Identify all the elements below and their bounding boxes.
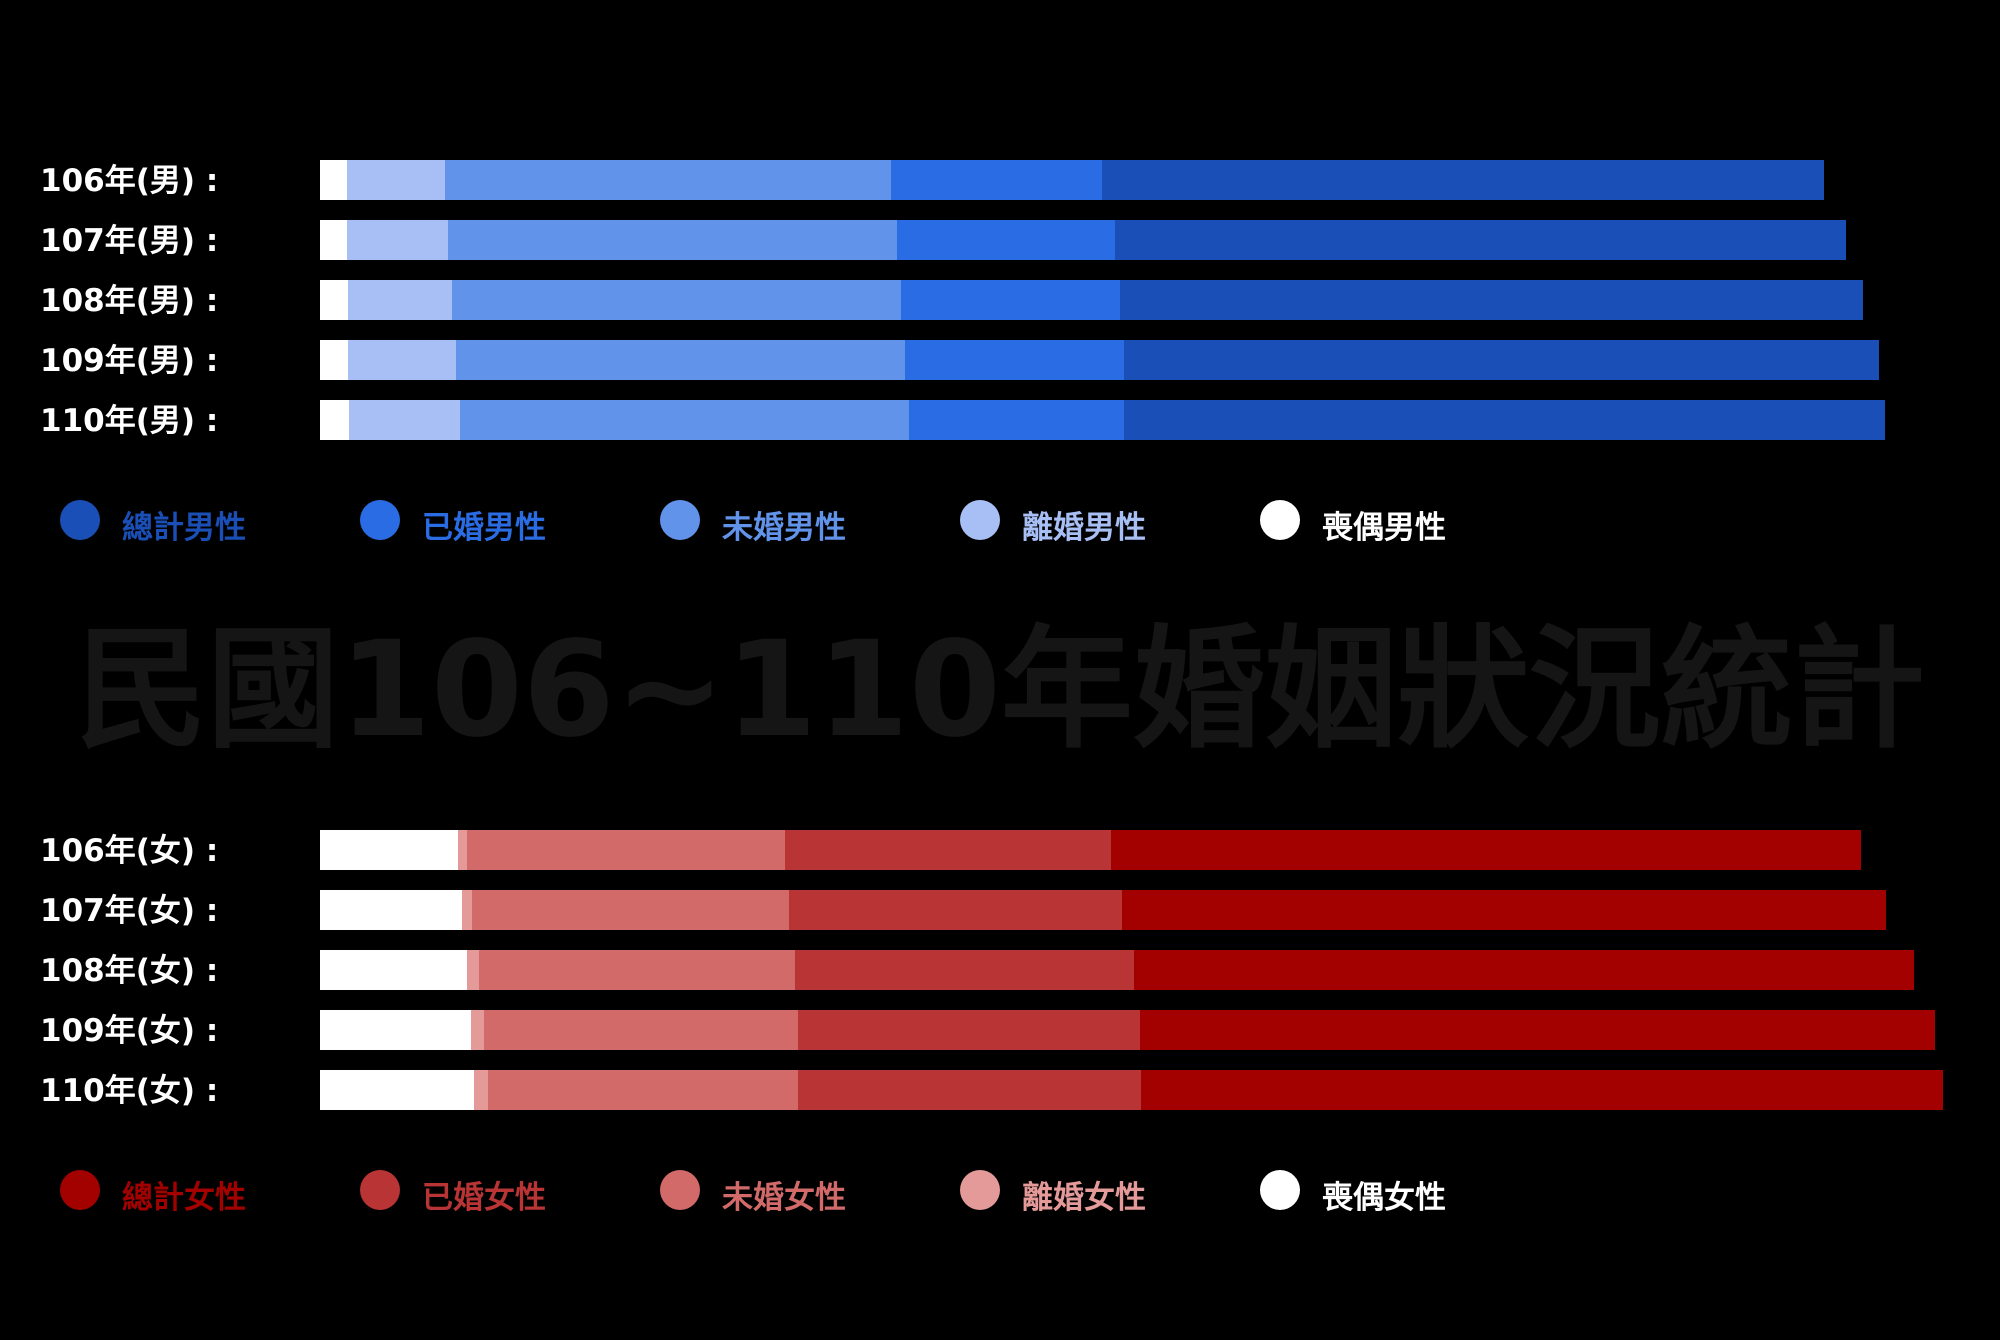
bar-segment (349, 400, 460, 440)
legend-swatch (960, 1170, 1000, 1210)
bar-segment (1134, 950, 1914, 990)
chart-group-female: 106年(女) : 107年(女) : 108年(女) : 109年(女) : 110年… (40, 830, 1943, 1110)
legend-label: 已婚男性 (422, 510, 546, 546)
bar-segment (905, 340, 1124, 380)
bar-segment (1122, 890, 1886, 930)
legend-label: 未婚女性 (722, 1180, 846, 1216)
legend-male: 總計男性 已婚男性 未婚男性 離婚男性 喪偶男性 (60, 500, 1446, 546)
legend-label: 離婚男性 (1022, 510, 1146, 546)
legend-label: 總計女性 (122, 1180, 246, 1216)
bar-segment (1124, 400, 1885, 440)
bar-segment (795, 950, 1134, 990)
bar-segment (474, 1070, 488, 1110)
bar-segment (320, 1010, 471, 1050)
bar-segment (347, 220, 448, 260)
bar-segment (891, 160, 1102, 200)
legend-swatch (660, 1170, 700, 1210)
bar-segment (1120, 280, 1863, 320)
bar-segment (471, 1010, 484, 1050)
bar-segment (467, 950, 479, 990)
legend-swatch (360, 500, 400, 540)
bar-segment (320, 280, 348, 320)
legend-swatch (660, 500, 700, 540)
bar-segment (1102, 160, 1824, 200)
legend-swatch (60, 1170, 100, 1210)
bar-segment (320, 220, 347, 260)
bar-segment (798, 1010, 1140, 1050)
bar-segment (789, 890, 1122, 930)
bar-segment (456, 340, 905, 380)
bars-layer: 106年(男) : 107年(男) : 108年(男) : 109年(男) : 110年… (40, 160, 1943, 1110)
row-label: 109年(女) : (40, 1013, 218, 1049)
bar-segment (901, 280, 1120, 320)
bar-segment (320, 340, 348, 380)
row-label: 109年(男) : (40, 343, 218, 379)
legend-label: 喪偶男性 (1322, 510, 1446, 546)
chart-group-male: 106年(男) : 107年(男) : 108年(男) : 109年(男) : 110年… (40, 160, 1885, 440)
bar-segment (347, 160, 445, 200)
legend-swatch (360, 1170, 400, 1210)
bar-segment (479, 950, 795, 990)
bar-segment (1141, 1070, 1943, 1110)
legend-label: 總計男性 (122, 510, 246, 546)
bar-segment (785, 830, 1111, 870)
row-label: 107年(女) : (40, 893, 218, 929)
row-label: 110年(女) : (40, 1073, 218, 1109)
bar-segment (798, 1070, 1141, 1110)
row-label: 108年(男) : (40, 283, 218, 319)
legend-label: 已婚女性 (422, 1180, 546, 1216)
legend-label: 喪偶女性 (1322, 1180, 1446, 1216)
bar-segment (467, 830, 785, 870)
legend-swatch (60, 500, 100, 540)
legend-female: 總計女性 已婚女性 未婚女性 離婚女性 喪偶女性 (60, 1170, 1446, 1216)
row-label: 106年(女) : (40, 833, 218, 869)
bar-segment (488, 1070, 798, 1110)
bar-segment (348, 280, 452, 320)
bar-segment (897, 220, 1115, 260)
bar-segment (1124, 340, 1879, 380)
bar-segment (462, 890, 472, 930)
bar-segment (909, 400, 1124, 440)
legend-swatch (1260, 1170, 1300, 1210)
bar-segment (458, 830, 467, 870)
bar-segment (1115, 220, 1846, 260)
bar-segment (1111, 830, 1861, 870)
bar-segment (1140, 1010, 1935, 1050)
legend-swatch (960, 500, 1000, 540)
bar-segment (452, 280, 901, 320)
bar-segment (445, 160, 891, 200)
bar-segment (484, 1010, 798, 1050)
bar-segment (320, 830, 458, 870)
row-label: 107年(男) : (40, 223, 218, 259)
bar-segment (320, 1070, 474, 1110)
legend-label: 離婚女性 (1022, 1180, 1146, 1216)
bar-segment (460, 400, 909, 440)
bar-segment (448, 220, 897, 260)
bar-segment (320, 950, 467, 990)
bar-segment (320, 160, 347, 200)
bar-segment (320, 890, 462, 930)
row-label: 108年(女) : (40, 953, 218, 989)
legend-label: 未婚男性 (722, 510, 846, 546)
bar-segment (320, 400, 349, 440)
row-label: 106年(男) : (40, 163, 218, 199)
bar-segment (348, 340, 456, 380)
watermark-title: 民國106~110年婚姻狀況統計 (75, 613, 1925, 767)
row-label: 110年(男) : (40, 403, 218, 439)
bar-segment (472, 890, 789, 930)
legend-swatch (1260, 500, 1300, 540)
